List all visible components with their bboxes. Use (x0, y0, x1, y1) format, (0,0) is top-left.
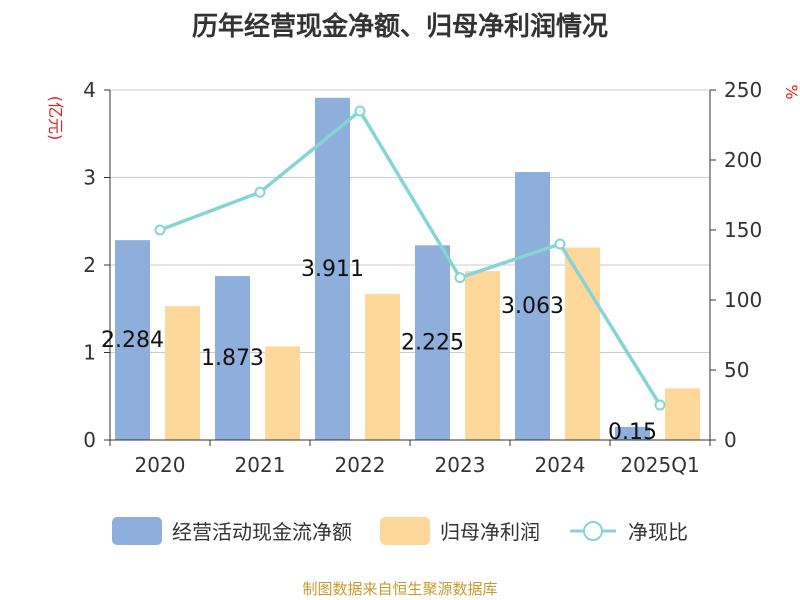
data-label-cashflow: 2.225 (401, 331, 464, 356)
bar-cashflow (415, 245, 450, 440)
y-left-tick-label: 0 (83, 428, 96, 452)
y-left-tick-label: 3 (83, 166, 96, 190)
legend-item-cashflow[interactable]: 经营活动现金流净额 (112, 516, 352, 545)
bar-netprofit (165, 306, 200, 440)
y-left-tick-label: 2 (83, 253, 96, 277)
x-tick-label: 2022 (335, 453, 386, 477)
legend-swatch-cashflow (112, 516, 162, 545)
bar-cashflow (215, 276, 250, 440)
bar-netprofit (465, 271, 500, 440)
y-right-tick-label: 150 (724, 218, 762, 242)
ratio-line (159, 108, 662, 406)
ratio-line-group (154, 105, 666, 411)
legend-label-cashflow: 经营活动现金流净额 (172, 520, 352, 544)
chart-title: 历年经营现金净额、归母净利润情况 (191, 12, 608, 42)
bar-cashflow (615, 426, 650, 440)
y-right-axis-label: % (782, 84, 800, 99)
data-labels: 2.284 1.873 3.911 2.225 3.063 0.15 (101, 257, 657, 445)
y-left-tick-label: 1 (83, 341, 96, 365)
legend-label-netprofit: 归母净利润 (440, 520, 540, 544)
data-label-cashflow: 2.284 (101, 328, 164, 353)
source-footer: 制图数据来自恒生聚源数据库 (302, 580, 498, 598)
x-tick-label: 2024 (535, 453, 586, 477)
grid-lines (110, 89, 710, 353)
ratio-point (254, 186, 266, 198)
legend-line-ratio-icon (570, 520, 616, 541)
ratio-point (354, 105, 366, 117)
ratio-point (554, 238, 566, 250)
legend-item-ratio[interactable]: 净现比 (568, 516, 688, 545)
ratio-point (454, 272, 466, 284)
bar-netprofit (665, 388, 700, 440)
data-label-cashflow: 1.873 (201, 346, 264, 371)
legend: 经营活动现金流净额 归母净利润 净现比 (0, 516, 800, 545)
bar-cashflow (515, 171, 550, 441)
bar-netprofit (265, 346, 300, 440)
y-right-tick-label: 50 (724, 358, 749, 382)
y-left-axis-label: (亿元) (46, 96, 65, 141)
bar-cashflow (115, 240, 150, 440)
x-tick-label: 2020 (135, 453, 186, 477)
legend-swatch-netprofit (380, 516, 430, 545)
data-label-cashflow: 3.063 (501, 294, 564, 319)
data-label-cashflow: 0.15 (608, 420, 657, 445)
bar-group (115, 97, 700, 441)
x-tick-label: 2023 (435, 453, 486, 477)
y-right-tick-label: 0 (724, 428, 737, 452)
bar-cashflow (315, 97, 350, 440)
bar-netprofit (565, 247, 600, 440)
y-left-tick-label: 4 (83, 78, 96, 102)
y-right-tick-label: 100 (724, 288, 762, 312)
data-label-cashflow: 3.911 (301, 257, 364, 282)
bar-netprofit (365, 293, 400, 440)
ratio-point (154, 224, 166, 236)
x-tick-label: 2025Q1 (620, 453, 699, 477)
legend-item-netprofit[interactable]: 归母净利润 (380, 516, 540, 545)
y-right-tick-label: 250 (724, 78, 762, 102)
y-right-tick-label: 200 (724, 148, 762, 172)
x-tick-label: 2021 (235, 453, 286, 477)
legend-label-ratio: 净现比 (628, 520, 688, 544)
axes: 0 1 2 3 4 0 50 100 150 200 250 (亿元)% 2020 2021 2022 202… (46, 78, 800, 477)
ratio-point (654, 399, 666, 411)
